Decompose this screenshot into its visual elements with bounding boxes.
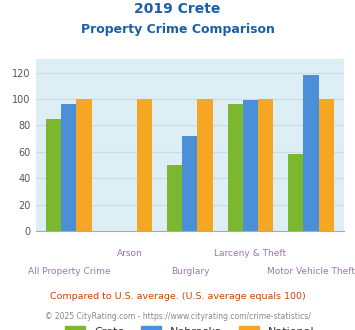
- Bar: [319, 99, 334, 231]
- Bar: [304, 75, 319, 231]
- Text: Property Crime Comparison: Property Crime Comparison: [81, 23, 274, 36]
- Bar: [288, 154, 304, 231]
- Bar: [228, 104, 243, 231]
- Bar: [243, 100, 258, 231]
- Text: Larceny & Theft: Larceny & Theft: [214, 249, 286, 258]
- Bar: [258, 99, 273, 231]
- Text: 2019 Crete: 2019 Crete: [134, 2, 221, 16]
- Bar: [137, 99, 152, 231]
- Bar: [197, 99, 213, 231]
- Text: Compared to U.S. average. (U.S. average equals 100): Compared to U.S. average. (U.S. average …: [50, 292, 305, 301]
- Bar: [182, 136, 197, 231]
- Bar: [76, 99, 92, 231]
- Text: Burglary: Burglary: [171, 267, 209, 276]
- Bar: [46, 119, 61, 231]
- Bar: [167, 165, 182, 231]
- Legend: Crete, Nebraska, National: Crete, Nebraska, National: [65, 326, 315, 330]
- Text: Motor Vehicle Theft: Motor Vehicle Theft: [267, 267, 355, 276]
- Text: All Property Crime: All Property Crime: [28, 267, 110, 276]
- Bar: [61, 104, 76, 231]
- Text: © 2025 CityRating.com - https://www.cityrating.com/crime-statistics/: © 2025 CityRating.com - https://www.city…: [45, 312, 310, 321]
- Text: Arson: Arson: [116, 249, 142, 258]
